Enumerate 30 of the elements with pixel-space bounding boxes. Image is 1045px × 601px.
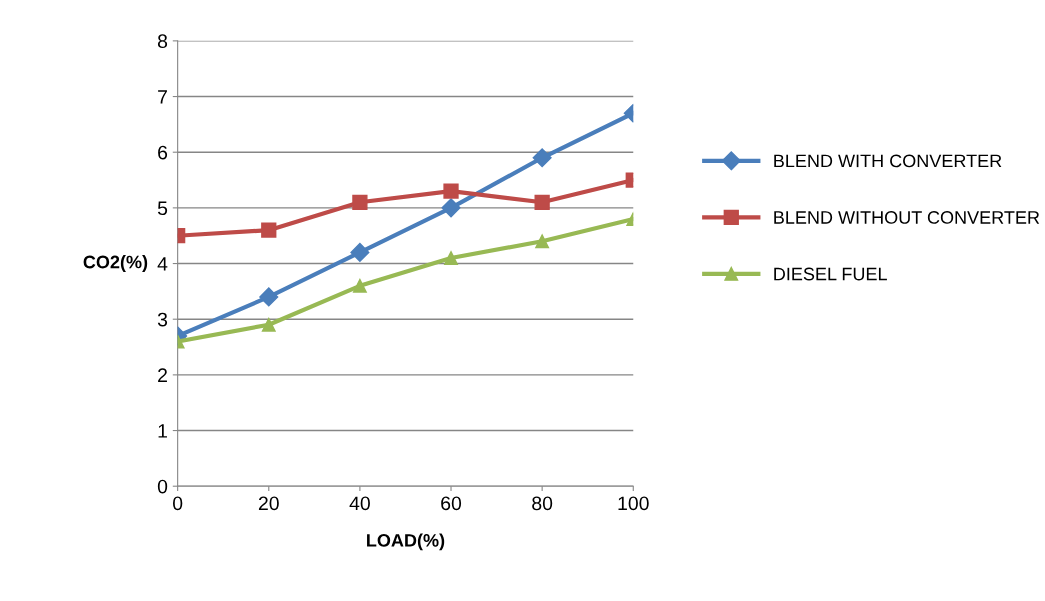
y-tick-label: 8 xyxy=(157,34,168,49)
point xyxy=(443,183,459,199)
y-tick-label: 2 xyxy=(158,368,167,382)
x-tick-label: 40 xyxy=(349,496,370,511)
x-tick-label: 60 xyxy=(441,496,462,511)
x-tick-label: 100 xyxy=(618,496,649,511)
point xyxy=(352,194,368,210)
point xyxy=(259,287,279,307)
point xyxy=(532,148,552,168)
point xyxy=(352,278,367,293)
legend-label: BLEND WITHOUT CONVERTER xyxy=(774,211,1040,224)
point xyxy=(441,198,461,218)
y-tick-label: 1 xyxy=(158,424,167,438)
y-tick-label: 7 xyxy=(158,90,167,104)
y-tick-label: 0 xyxy=(157,479,168,494)
y-tick-label: 4 xyxy=(157,257,168,271)
x-tick-label: 20 xyxy=(258,496,279,511)
point xyxy=(261,222,277,238)
x-tick-label: 0 xyxy=(173,496,183,511)
x-axis-title: LOAD(%) xyxy=(367,533,445,551)
point xyxy=(444,251,458,265)
legend-label: BLEND WITH CONVERTER xyxy=(774,154,1002,168)
point xyxy=(534,194,550,210)
point xyxy=(350,242,370,262)
legend-label: DIESEL FUEL xyxy=(774,267,887,281)
y-axis-title: CO2(%) xyxy=(83,255,148,272)
y-tick-label: 6 xyxy=(158,145,168,160)
x-tick-label: 80 xyxy=(532,496,553,511)
y-tick-label: 3 xyxy=(157,312,168,327)
y-tick-label: 5 xyxy=(157,201,168,216)
